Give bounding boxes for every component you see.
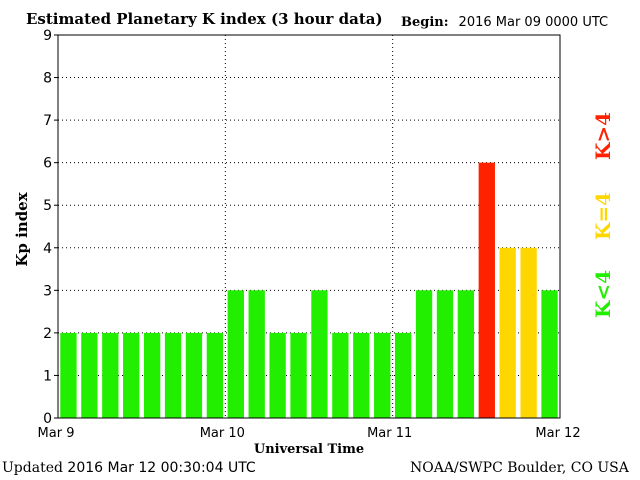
legend-k-greater-4: K>4 (591, 96, 615, 176)
kp-bar (60, 332, 77, 418)
y-axis-ticks: 0 1 2 3 4 5 6 7 8 9 (43, 28, 58, 427)
y-tick-label: 8 (43, 71, 52, 87)
kp-bar (185, 332, 203, 418)
legend-label-above: K>4 (591, 111, 615, 161)
legend-k-equal-4: K=4 (591, 176, 615, 256)
kp-bar (415, 290, 433, 418)
kp-bar (499, 247, 516, 418)
kp-bar (332, 332, 349, 418)
legend-k-less-4: K<4 (591, 254, 615, 334)
kp-bar (164, 332, 182, 418)
x-tick-label: Mar 9 (38, 426, 75, 441)
kp-bar (520, 247, 537, 418)
y-tick-label: 1 (43, 368, 52, 384)
source-credit: NOAA/SWPC Boulder, CO USA (410, 460, 629, 476)
y-tick-label: 2 (43, 326, 52, 342)
kp-bar (143, 332, 161, 418)
plot-frame (57, 34, 561, 419)
kp-bar (311, 290, 328, 418)
y-tick-label: 6 (43, 156, 52, 172)
begin-label: Begin: (401, 15, 449, 30)
legend-label-below: K<4 (591, 269, 615, 319)
kp-bar (457, 290, 475, 418)
kp-bar (541, 290, 558, 418)
kp-bar (436, 290, 454, 418)
kp-bar (478, 162, 495, 418)
kp-bar (394, 332, 412, 418)
legend-label-equal: K=4 (591, 191, 615, 241)
kp-bar (227, 290, 244, 418)
updated-time: Updated 2016 Mar 12 00:30:04 UTC (2, 460, 256, 476)
y-tick-label: 7 (43, 113, 52, 129)
x-axis-label: Universal Time (254, 442, 364, 457)
updated-label: Updated (2, 460, 63, 476)
kp-bar (206, 332, 224, 418)
x-tick-label: Mar 11 (367, 426, 412, 441)
x-tick-label: Mar 12 (535, 426, 580, 441)
kp-bar (269, 332, 286, 418)
y-tick-label: 5 (43, 198, 52, 214)
y-tick-label: 0 (43, 411, 52, 427)
y-tick-label: 9 (43, 28, 52, 44)
kp-bar (102, 332, 119, 418)
y-tick-label: 3 (43, 283, 52, 299)
kp-bar (248, 290, 265, 418)
kp-bar (123, 332, 140, 418)
updated-value: 2016 Mar 12 00:30:04 UTC (67, 460, 256, 476)
kp-bar (81, 332, 98, 418)
y-tick-label: 4 (43, 241, 52, 257)
x-axis-ticks: Mar 9 Mar 10 Mar 11 Mar 12 (38, 426, 581, 441)
kp-bar (374, 332, 391, 418)
begin-value: 2016 Mar 09 0000 UTC (458, 15, 609, 30)
kp-bar (290, 332, 307, 418)
y-axis-label: Kp index (13, 191, 31, 266)
begin-time: Begin: 2016 Mar 09 0000 UTC (401, 15, 608, 30)
chart-title: Estimated Planetary K index (3 hour data… (26, 10, 383, 28)
kp-bar (353, 332, 370, 418)
bars (60, 162, 558, 418)
x-tick-label: Mar 10 (200, 426, 245, 441)
